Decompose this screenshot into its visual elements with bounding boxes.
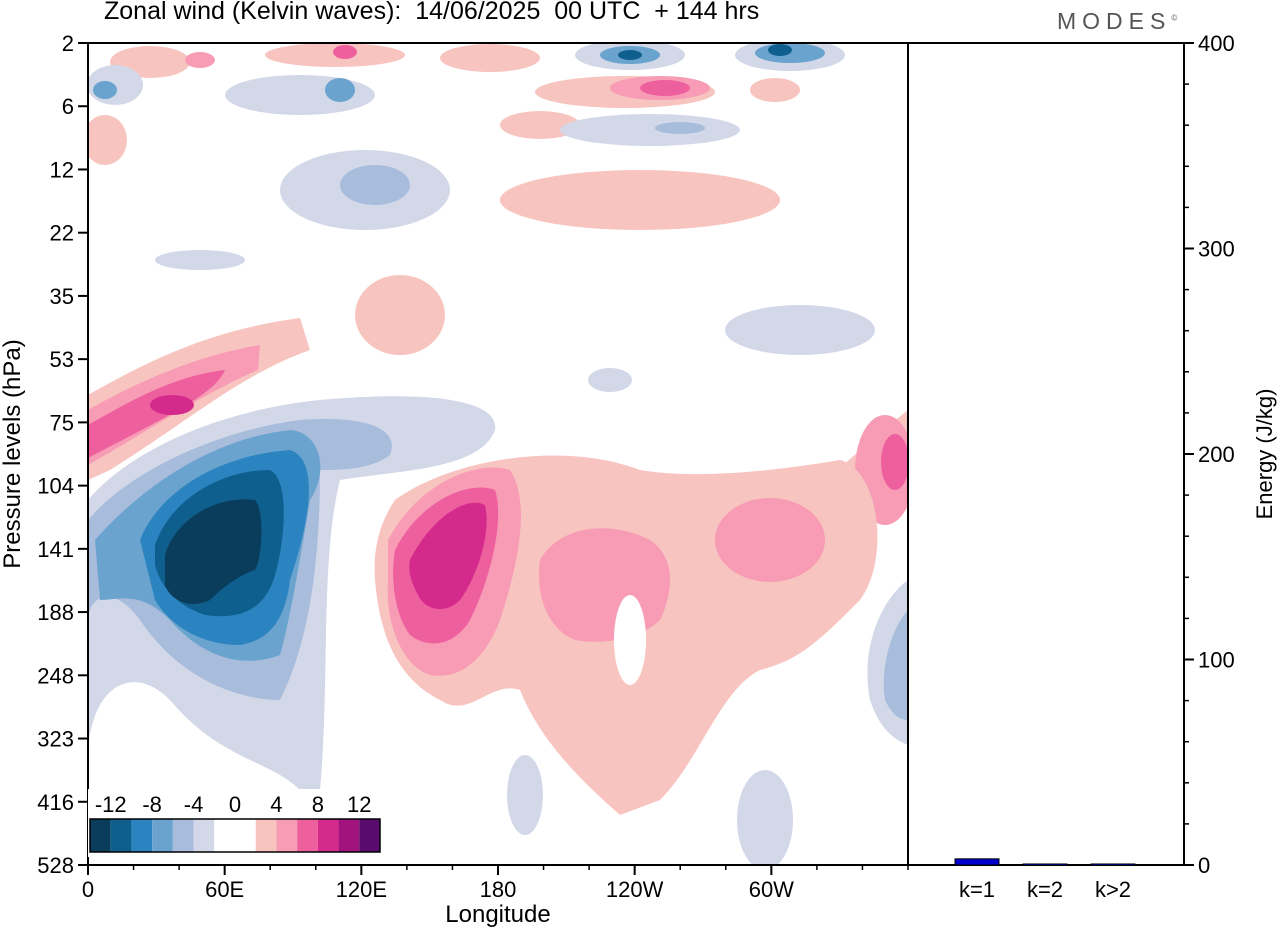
chart-title: Zonal wind (Kelvin waves): 14/06/2025 00… [104,0,760,25]
energy-bars [954,858,1136,866]
colorbar-swatch [276,819,298,852]
colorbar-swatch [172,819,194,852]
x-tick-label: 60W [749,877,794,902]
y-tick-label: 22 [50,221,74,246]
energy-tick-label: 0 [1198,853,1210,878]
colorbar-swatch [110,819,132,852]
colorbar-swatch [235,819,256,852]
colorbar-swatch [297,819,318,852]
y-tick-label: 12 [50,157,74,182]
y-tick-label: 188 [37,600,74,625]
energy-axis-label: Energy (J/kg) [1252,389,1277,520]
energy-tick-label: 300 [1198,237,1235,262]
colorbar-swatch [255,819,277,852]
colorbar-swatch [338,819,360,852]
colorbar-label: 8 [312,792,324,817]
colorbar-swatch [193,819,215,852]
brand-text: MODES [1057,8,1172,34]
colorbar-label: -8 [142,792,162,817]
colorbar-swatch [152,819,173,852]
x-axis: 0 60E 120E 180 120W 60W [82,865,909,902]
x-tick-label: 120W [606,877,664,902]
energy-category-label: k>2 [1095,877,1131,902]
heatmap-field [88,43,908,865]
y-tick-label: 6 [62,94,74,119]
upper-stripes [88,43,845,270]
modes-logo: MODES© [1057,8,1177,35]
right-negative [867,580,908,745]
y-tick-label: 2 [62,31,74,56]
energy-category-label: k=2 [1027,877,1063,902]
y-axis-label: Pressure levels (hPa) [0,339,26,568]
colorbar-swatch [359,819,380,852]
colorbar-swatch [90,819,111,852]
y-tick-label: 323 [37,727,74,752]
energy-axis: 0 100 200 300 400 [1184,31,1235,878]
y-tick-label: 53 [50,347,74,372]
colorbar-label: 12 [347,792,371,817]
colorbar-label: -4 [184,792,204,817]
colorbar-swatch [214,819,235,852]
brand-copyright-mark: © [1171,13,1178,23]
energy-bar [1022,863,1068,866]
energy-tick-label: 400 [1198,31,1235,56]
energy-x-axis: k=1 k=2 k>2 [959,877,1131,902]
x-tick-label: 60E [205,877,244,902]
energy-tick-label: 200 [1198,442,1235,467]
y-tick-label: 104 [37,474,74,499]
y-tick-label: 141 [37,537,74,562]
y-tick-label: 248 [37,663,74,688]
y-tick-label: 35 [50,284,74,309]
energy-category-label: k=1 [959,877,995,902]
energy-panel-frame [907,42,1185,866]
colorbar-swatch [131,819,153,852]
negative-anomaly [88,396,496,790]
colorbar-legend: -12 -8 -4 0 4 8 12 [88,789,382,857]
y-axis: 2 6 12 22 35 53 75 104 141 188 248 323 416 528 [37,31,88,878]
energy-tick-label: 100 [1198,648,1235,673]
colorbar-swatch [317,819,339,852]
colorbar-label: 0 [229,792,241,817]
x-axis-label: Longitude [445,901,550,928]
y-tick-label: 75 [50,410,74,435]
positive-anomaly [374,455,878,865]
colorbar-label: 4 [270,792,282,817]
y-tick-label: 416 [37,790,74,815]
y-tick-label: 528 [37,853,74,878]
energy-bar [1090,863,1136,866]
energy-bar [954,858,1000,866]
x-tick-label: 120E [336,877,387,902]
x-tick-label: 0 [82,877,94,902]
colorbar-label: -12 [95,792,127,817]
x-tick-label: 180 [480,877,517,902]
colorbar-border [89,818,381,853]
